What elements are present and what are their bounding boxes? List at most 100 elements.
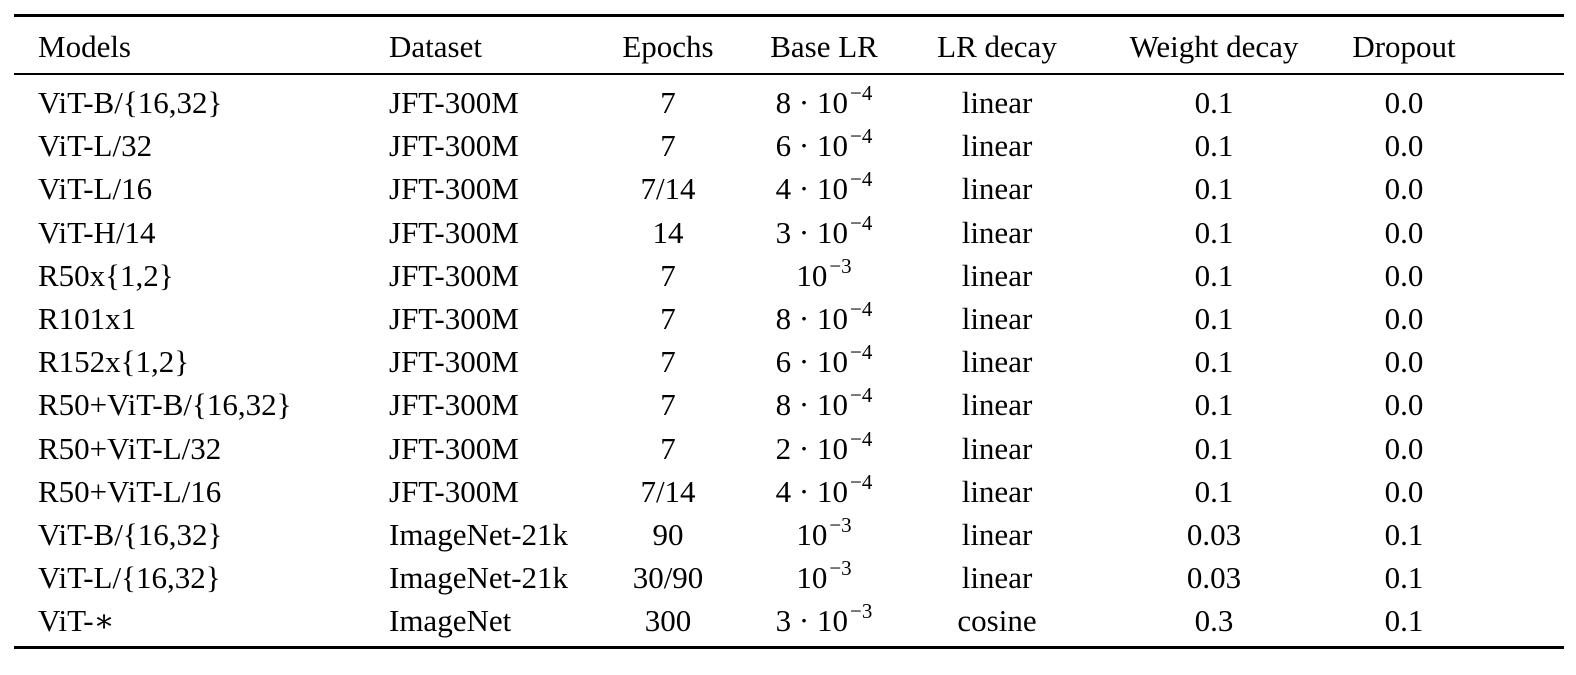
cell-base-lr: 3 · 10−3 <box>738 601 910 639</box>
cell-dataset: JFT-300M <box>389 387 519 423</box>
cell-dropout: 0.0 <box>1384 85 1424 121</box>
cell-epochs: 300 <box>644 603 692 639</box>
cell-dataset: JFT-300M <box>389 301 519 337</box>
cell-base-lr: 8 · 10−4 <box>738 83 910 121</box>
cell-dropout: 0.0 <box>1384 128 1424 164</box>
cell-weight-decay: 0.3 <box>1194 603 1234 639</box>
cell-weight-decay: 0.1 <box>1194 171 1234 207</box>
cell-base-lr: 4 · 10−4 <box>738 169 910 207</box>
cell-model: R50+ViT-L/32 <box>38 430 222 466</box>
cell-weight-decay: 0.1 <box>1194 85 1234 121</box>
lr-exponent: −4 <box>849 469 873 494</box>
cell-epochs: 7 <box>660 387 676 423</box>
cell-dropout: 0.0 <box>1384 171 1424 207</box>
cell-dropout: 0.1 <box>1384 603 1424 639</box>
cell-model: R50+ViT-B/{16,32} <box>38 387 292 423</box>
lr-exponent: −4 <box>849 426 873 451</box>
cell-model: ViT-H/14 <box>38 214 156 250</box>
cell-base-lr: 2 · 10−4 <box>738 428 910 466</box>
table-row: ViT-L/16 JFT-300M 7/14 4 · 10−4 linear 0… <box>14 167 1564 210</box>
lr-mantissa: 3 · 10 <box>775 603 848 639</box>
cell-epochs: 14 <box>652 214 684 250</box>
cell-model: ViT-B/{16,32} <box>38 85 223 121</box>
cell-lr-decay: linear <box>961 301 1033 337</box>
lr-mantissa: 10 <box>796 560 828 596</box>
cell-base-lr: 3 · 10−4 <box>738 212 910 248</box>
cell-epochs: 7 <box>660 344 676 380</box>
cell-dataset: ImageNet-21k <box>389 516 569 552</box>
cell-weight-decay: 0.1 <box>1194 430 1234 466</box>
cell-model: R152x{1,2} <box>38 344 190 380</box>
table-body: ViT-B/{16,32} JFT-300M 7 8 · 10−4 linear… <box>14 81 1564 642</box>
cell-dropout: 0.1 <box>1384 516 1424 552</box>
bottom-rule <box>14 646 1564 650</box>
cell-weight-decay: 0.1 <box>1194 128 1234 164</box>
lr-mantissa: 6 · 10 <box>775 128 848 164</box>
cell-dropout: 0.1 <box>1384 560 1424 596</box>
cell-dropout: 0.0 <box>1384 473 1424 509</box>
header-rule <box>14 73 1564 75</box>
lr-exponent: −3 <box>829 253 852 278</box>
cell-base-lr: 8 · 10−4 <box>738 385 910 421</box>
lr-mantissa: 6 · 10 <box>775 344 848 380</box>
cell-dropout: 0.0 <box>1384 214 1424 250</box>
header-lr-decay: LR decay <box>937 28 1057 64</box>
lr-exponent: −4 <box>849 124 873 149</box>
cell-lr-decay: linear <box>961 344 1033 380</box>
lr-mantissa: 2 · 10 <box>775 430 848 466</box>
cell-model: R50+ViT-L/16 <box>38 473 222 509</box>
lr-mantissa: 8 · 10 <box>775 85 848 121</box>
cell-dataset: JFT-300M <box>389 171 519 207</box>
cell-weight-decay: 0.1 <box>1194 301 1234 337</box>
lr-mantissa: 10 <box>796 257 828 293</box>
cell-dataset: JFT-300M <box>389 214 519 250</box>
cell-lr-decay: linear <box>961 171 1033 207</box>
header-weight-decay: Weight decay <box>1129 28 1299 64</box>
cell-dataset: JFT-300M <box>389 257 519 293</box>
table-row: R50x{1,2} JFT-300M 7 10−3 linear 0.1 0.0 <box>14 254 1564 297</box>
cell-epochs: 7 <box>660 257 676 293</box>
cell-base-lr: 4 · 10−4 <box>738 471 910 509</box>
lr-mantissa: 4 · 10 <box>775 171 848 207</box>
header-dataset: Dataset <box>389 28 482 64</box>
cell-lr-decay: linear <box>961 560 1033 596</box>
table-row: ViT-H/14 JFT-300M 14 3 · 10−4 linear 0.1… <box>14 211 1564 254</box>
cell-dropout: 0.0 <box>1384 344 1424 380</box>
cell-base-lr: 10−3 <box>738 514 910 552</box>
table-row: ViT-∗ ImageNet 300 3 · 10−3 cosine 0.3 0… <box>14 599 1564 642</box>
header-epochs: Epochs <box>622 28 714 64</box>
cell-lr-decay: linear <box>961 214 1033 250</box>
cell-weight-decay: 0.1 <box>1194 214 1234 250</box>
cell-dataset: JFT-300M <box>389 128 519 164</box>
cell-dataset: ImageNet <box>389 603 512 639</box>
cell-epochs: 7/14 <box>640 473 696 509</box>
table-row: ViT-L/32 JFT-300M 7 6 · 10−4 linear 0.1 … <box>14 124 1564 167</box>
lr-mantissa: 4 · 10 <box>775 473 848 509</box>
cell-dropout: 0.0 <box>1384 257 1424 293</box>
cell-dropout: 0.0 <box>1384 387 1424 423</box>
cell-model: ViT-B/{16,32} <box>38 516 223 552</box>
cell-lr-decay: linear <box>961 85 1033 121</box>
header-base-lr: Base LR <box>770 28 878 64</box>
cell-lr-decay: linear <box>961 387 1033 423</box>
cell-lr-decay: linear <box>961 473 1033 509</box>
lr-exponent: −4 <box>849 297 873 322</box>
cell-lr-decay: linear <box>961 128 1033 164</box>
cell-dataset: JFT-300M <box>389 473 519 509</box>
table-row: ViT-B/{16,32} ImageNet-21k 90 10−3 linea… <box>14 513 1564 556</box>
table-row: ViT-B/{16,32} JFT-300M 7 8 · 10−4 linear… <box>14 81 1564 124</box>
cell-epochs: 7 <box>660 85 676 121</box>
cell-dataset: JFT-300M <box>389 85 519 121</box>
cell-base-lr: 8 · 10−4 <box>738 299 910 337</box>
lr-mantissa: 8 · 10 <box>775 301 848 337</box>
header-models: Models <box>38 28 131 64</box>
cell-base-lr: 10−3 <box>738 558 910 596</box>
cell-lr-decay: cosine <box>957 603 1037 639</box>
lr-mantissa: 10 <box>796 516 828 552</box>
cell-base-lr: 10−3 <box>738 255 910 293</box>
cell-weight-decay: 0.1 <box>1194 387 1234 423</box>
cell-weight-decay: 0.03 <box>1186 560 1242 596</box>
cell-model: ViT-∗ <box>38 603 115 639</box>
header-row: Models Dataset Epochs Base LR LR decay W… <box>14 17 1564 73</box>
table-row: R50+ViT-L/16 JFT-300M 7/14 4 · 10−4 line… <box>14 470 1564 513</box>
